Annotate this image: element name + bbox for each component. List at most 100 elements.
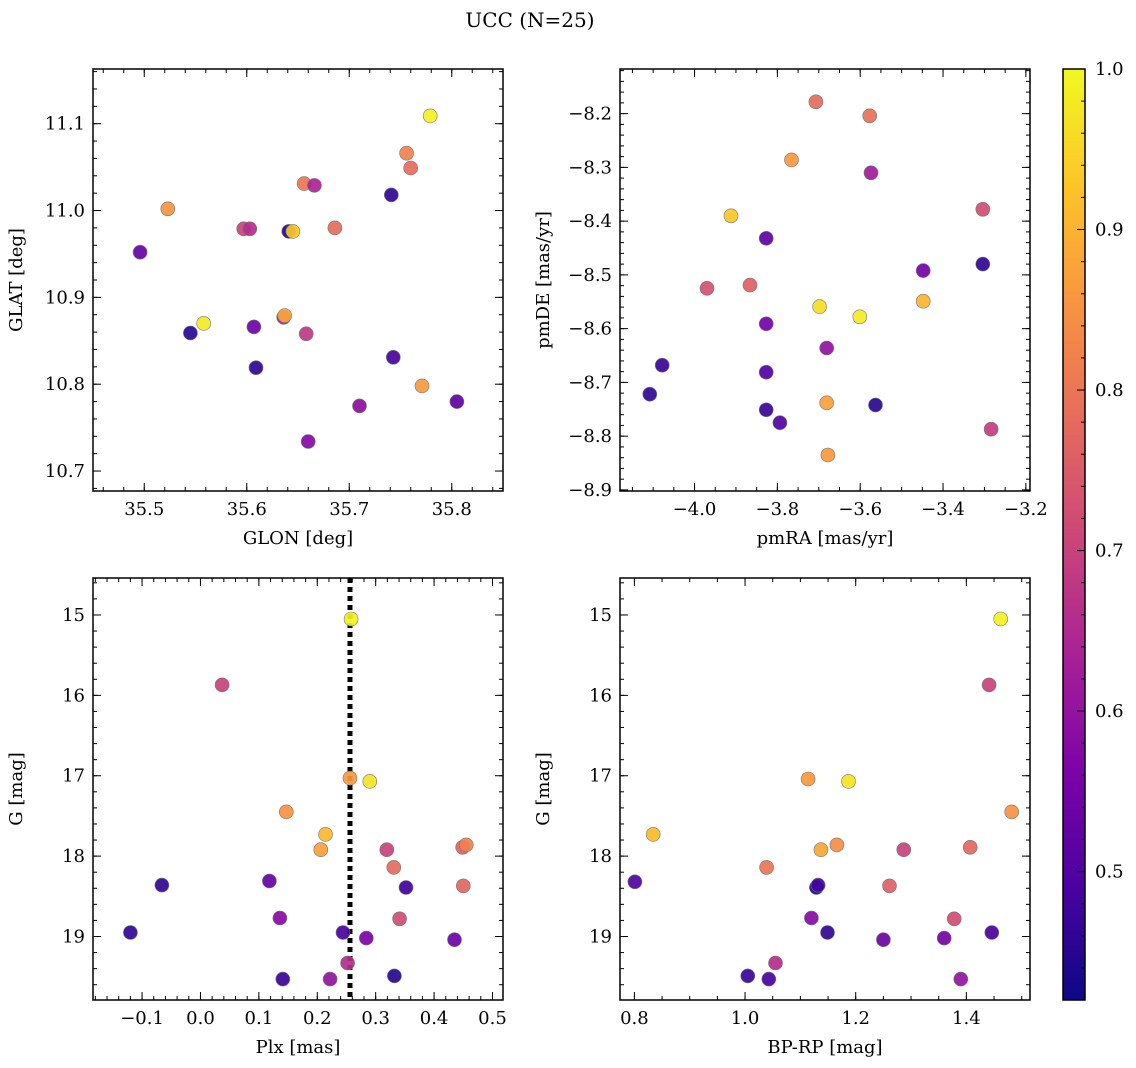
scatter-point (643, 387, 657, 401)
scatter-point (976, 202, 990, 216)
scatter-point (155, 878, 169, 892)
scatter-point (404, 161, 418, 175)
x-tick-label: 0.5 (478, 1008, 507, 1029)
x-tick-label: 35.8 (432, 499, 472, 520)
scatter-point (341, 956, 355, 970)
y-tick-label: −8.2 (568, 104, 612, 125)
scatter-point (759, 403, 773, 417)
scatter-point (133, 245, 147, 259)
scatter-point (183, 326, 197, 340)
scatter-point (456, 879, 470, 893)
scatter-point (328, 221, 342, 235)
scatter-point (724, 209, 738, 223)
panel-2: −4.0 −3.8 −3.6 −3.4 −3.2 −8.9 −8.8 −8.7 −8.6 −8.5… (533, 69, 1048, 549)
scatter-point (985, 926, 999, 940)
x-tick-label: 35.6 (227, 499, 267, 520)
x-tick-label: 1.0 (731, 1008, 760, 1029)
scatter-point (387, 860, 401, 874)
scatter-point (344, 612, 358, 626)
y-tick-label: 16 (62, 685, 85, 706)
scatter-point (336, 926, 350, 940)
scatter-point (363, 774, 377, 788)
x-tick-label: 0.4 (420, 1008, 449, 1029)
x-tick-label: 0.1 (245, 1008, 274, 1029)
scatter-point (769, 956, 783, 970)
y-tick-label: −8.6 (568, 319, 612, 340)
scatter-point (384, 188, 398, 202)
scatter-point (801, 772, 815, 786)
x-tick-label: −3.8 (756, 499, 800, 520)
scatter-point (954, 972, 968, 986)
scatter-point (814, 843, 828, 857)
figure-title: UCC (N=25) (465, 8, 594, 32)
panel-4: 0.8 1.0 1.2 1.41516171819BP-RP [mag]G [mag] (533, 578, 1030, 1058)
scatter-point (937, 931, 951, 945)
scatter-point (448, 933, 462, 947)
colorbar-tick-label: 0.6 (1095, 701, 1124, 722)
colorbar-tick-label: 0.9 (1095, 220, 1124, 241)
scatter-point (811, 878, 825, 892)
y-tick-label: −8.5 (568, 265, 612, 286)
scatter-point (830, 838, 844, 852)
scatter-point (286, 224, 300, 238)
scatter-point (299, 327, 313, 341)
scatter-point (276, 972, 290, 986)
scatter-point (821, 448, 835, 462)
scatter-point (197, 316, 211, 330)
scatter-point (319, 827, 333, 841)
x-tick-label: −3.4 (921, 499, 965, 520)
scatter-point (813, 300, 827, 314)
colorbar-tick-label: 0.5 (1095, 862, 1124, 883)
scatter-point (314, 843, 328, 857)
scatter-point (393, 912, 407, 926)
y-tick-label: 10.7 (45, 461, 85, 482)
y-tick-label: −8.9 (568, 480, 612, 501)
y-tick-label: 11.1 (45, 114, 85, 135)
colorbar-tick-label: 1.0 (1095, 59, 1124, 80)
scatter-point (161, 202, 175, 216)
scatter-point (323, 972, 337, 986)
scatter-point (869, 398, 883, 412)
scatter-point (386, 350, 400, 364)
scatter-point (820, 396, 834, 410)
y-tick-label: 19 (589, 926, 612, 947)
scatter-point (785, 153, 799, 167)
scatter-point (759, 365, 773, 379)
scatter-point (459, 838, 473, 852)
x-tick-label: −3.6 (838, 499, 882, 520)
axis-ticks (620, 69, 1030, 491)
y-tick-label: 18 (589, 846, 612, 867)
scatter-point (876, 933, 890, 947)
scatter-point (343, 771, 357, 785)
x-tick-label: 0.3 (361, 1008, 390, 1029)
scatter-point (842, 774, 856, 788)
scatter-point (809, 95, 823, 109)
colorbar: 0.50.60.70.80.91.0 (1063, 59, 1124, 1000)
scatter-point (897, 843, 911, 857)
scatter-point (273, 911, 287, 925)
x-axis-label: pmRA [mas/yr] (757, 528, 894, 549)
scatter-point (400, 146, 414, 160)
panel-1: 35.5 35.6 35.7 35.8 10.7 10.8 10.9 11.0 11.1 GLON… (6, 69, 503, 549)
scatter-point (700, 281, 714, 295)
scatter-point (450, 395, 464, 409)
x-tick-label: 1.2 (841, 1008, 870, 1029)
scatter-point (773, 416, 787, 430)
scatter-point (982, 678, 996, 692)
x-tick-label: 35.7 (329, 499, 369, 520)
scatter-point (359, 931, 373, 945)
y-axis-label: pmDE [mas/yr] (533, 211, 554, 349)
scatter-point (994, 612, 1008, 626)
scatter-point (864, 166, 878, 180)
x-tick-label: −3.2 (1004, 499, 1048, 520)
x-tick-label: 35.5 (124, 499, 164, 520)
scatter-point (760, 860, 774, 874)
scatter-point (743, 278, 757, 292)
scatter-point (820, 341, 834, 355)
scatter-point (249, 361, 263, 375)
scatter-point (628, 875, 642, 889)
x-axis-label: GLON [deg] (243, 528, 353, 549)
scatter-point (423, 109, 437, 123)
x-axis-label: BP-RP [mag] (767, 1037, 882, 1058)
